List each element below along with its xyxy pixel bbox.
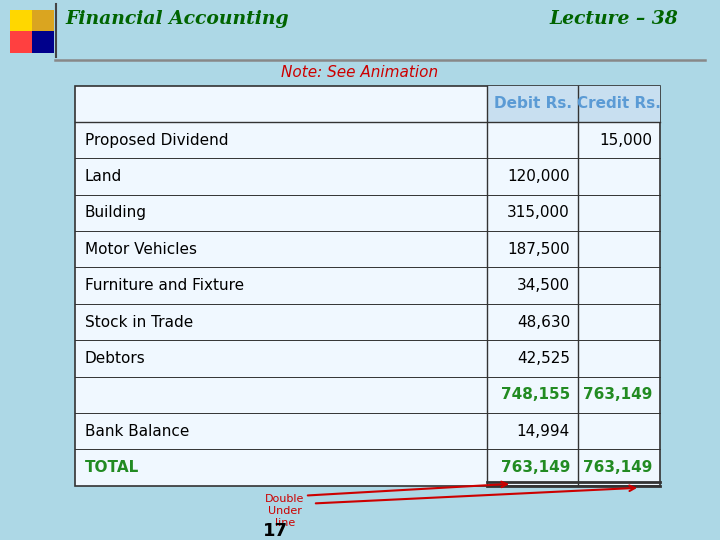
Text: Proposed Dividend: Proposed Dividend [85, 133, 228, 147]
Text: 748,155: 748,155 [500, 387, 570, 402]
Bar [10, 31, 32, 53]
Text: TOTAL: TOTAL [85, 460, 139, 475]
Text: Bank Balance: Bank Balance [85, 424, 189, 438]
Text: 14,994: 14,994 [517, 424, 570, 438]
Text: 17: 17 [263, 522, 287, 540]
Text: 763,149: 763,149 [582, 460, 652, 475]
Bar [487, 85, 660, 122]
Text: Motor Vehicles: Motor Vehicles [85, 242, 197, 257]
Bar [75, 85, 660, 486]
Text: Financial Accounting: Financial Accounting [65, 10, 289, 28]
Text: 763,149: 763,149 [500, 460, 570, 475]
Text: 315,000: 315,000 [508, 205, 570, 220]
Text: Debtors: Debtors [85, 351, 145, 366]
Text: Stock in Trade: Stock in Trade [85, 314, 193, 329]
Text: 42,525: 42,525 [517, 351, 570, 366]
Text: Debit Rs.: Debit Rs. [493, 96, 572, 111]
Text: Lecture – 38: Lecture – 38 [549, 10, 678, 28]
Text: 48,630: 48,630 [517, 314, 570, 329]
Text: 763,149: 763,149 [582, 387, 652, 402]
Text: Note: See Animation: Note: See Animation [282, 65, 438, 80]
Text: 15,000: 15,000 [599, 133, 652, 147]
Text: Furniture and Fixture: Furniture and Fixture [85, 278, 244, 293]
Text: Credit Rs.: Credit Rs. [577, 96, 661, 111]
Text: Land: Land [85, 169, 122, 184]
Bar [32, 10, 54, 31]
Text: Building: Building [85, 205, 147, 220]
Text: 187,500: 187,500 [508, 242, 570, 257]
Text: Double
Under
line: Double Under line [265, 494, 305, 529]
Bar [32, 31, 54, 53]
Bar [10, 10, 32, 31]
Text: 120,000: 120,000 [508, 169, 570, 184]
Text: 34,500: 34,500 [517, 278, 570, 293]
